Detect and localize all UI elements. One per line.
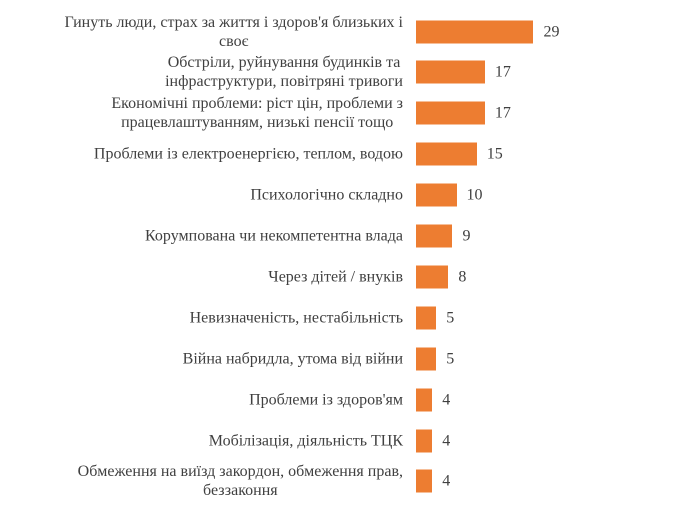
category-label: Економічні проблеми: ріст цін, проблеми …: [111, 95, 403, 132]
category-label-wrap: Проблеми із здоров'ям: [249, 390, 403, 409]
data-label: 15: [486, 145, 503, 163]
category-label-wrap: Невизначеність, нестабільність: [190, 308, 403, 327]
bar: [416, 20, 534, 43]
category-label-wrap: Обстріли, руйнування будинків та інфраст…: [165, 53, 403, 91]
data-label: 5: [446, 350, 455, 368]
data-label: 9: [462, 227, 471, 245]
category-label: Війна набридла, утома від війни: [182, 350, 403, 368]
data-label: 29: [543, 23, 560, 40]
bar: [416, 265, 449, 289]
bar: [416, 388, 433, 412]
data-label: 17: [494, 63, 511, 81]
data-label: 8: [458, 268, 467, 286]
bar: [416, 101, 485, 125]
category-label-wrap: Війна набридла, утома від війни: [183, 349, 403, 368]
category-label: Мобілізація, діяльність ТЦК: [208, 432, 403, 449]
category-label-wrap: Мобілізація, діяльність ТЦК: [209, 431, 403, 450]
category-label: Проблеми із електроенергією, теплом, вод…: [93, 145, 403, 163]
bar: [416, 306, 437, 330]
data-label: 10: [466, 186, 483, 204]
category-label-wrap: Обмеження на виїзд закордон, обмеження п…: [78, 462, 403, 500]
category-label-wrap: Корумпована чи некомпетентна влада: [145, 227, 403, 246]
category-label: Через дітей / внуків: [268, 268, 403, 286]
category-label: Обстріли, руйнування будинків та інфраст…: [165, 54, 403, 91]
category-label-wrap: Психологічно складно: [250, 186, 403, 205]
bar: [416, 429, 433, 452]
category-label: Проблеми із здоров'ям: [249, 391, 403, 409]
data-label: 5: [446, 309, 455, 327]
category-label-wrap: Гинуть люди, страх за життя і здоров'я б…: [64, 13, 403, 51]
bar: [416, 224, 453, 248]
category-label-wrap: Через дітей / внуків: [268, 267, 403, 286]
data-label: 4: [442, 391, 451, 409]
bar: [416, 469, 433, 493]
bar: [416, 183, 457, 207]
data-label: 17: [494, 104, 511, 122]
data-label: 4: [442, 432, 451, 449]
bar: [416, 142, 477, 166]
category-label: Гинуть люди, страх за життя і здоров'я б…: [64, 13, 403, 50]
category-label: Корумпована чи некомпетентна влада: [145, 227, 403, 245]
category-label: Обмеження на виїзд закордон, обмеження п…: [77, 463, 403, 500]
category-label: Психологічно складно: [250, 186, 403, 204]
bar: [416, 60, 485, 84]
category-label-wrap: Економічні проблеми: ріст цін, проблеми …: [111, 94, 403, 132]
category-label-wrap: Проблеми із електроенергією, теплом, вод…: [94, 145, 403, 164]
data-label: 4: [442, 472, 451, 490]
bar: [416, 347, 437, 371]
category-label: Невизначеність, нестабільність: [189, 309, 403, 327]
